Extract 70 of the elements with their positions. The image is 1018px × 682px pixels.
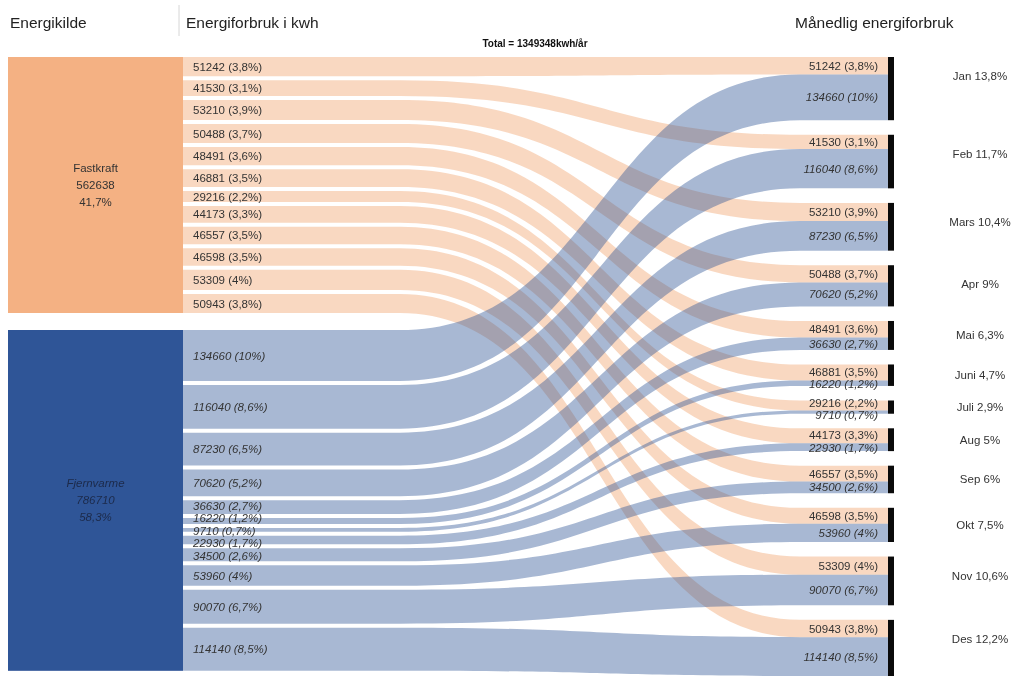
text: Energiforbruk i kwh	[186, 14, 319, 31]
category-label: Mai 6,3%	[956, 329, 1004, 342]
data-label: 53309 (4%)	[818, 559, 879, 572]
category-label: Jan 13,8%	[952, 70, 1008, 83]
text: 50488 (3,7%)	[193, 127, 263, 140]
text: Månedlig energiforbruk	[795, 14, 954, 31]
data-label: 87230 (6,5%)	[808, 229, 879, 242]
data-label: 34500 (2,6%)	[808, 481, 879, 494]
category-label: Feb 11,7%	[952, 147, 1008, 160]
text: 51242 (3,8%)	[193, 60, 263, 73]
text: 562638	[76, 179, 115, 192]
text: 46881 (3,5%)	[193, 172, 263, 185]
data-label: 44173 (3,3%)	[808, 429, 879, 442]
data-label: 46557 (3,5%)	[808, 467, 879, 480]
series-label: Fjernvarme	[66, 477, 125, 490]
text: 44173 (3,3%)	[193, 208, 263, 221]
data-label: 50488 (3,7%)	[808, 267, 879, 280]
category-label: Apr 9%	[961, 278, 999, 291]
text: 29216 (2,2%)	[193, 190, 263, 203]
text: 53960 (4%)	[193, 569, 253, 582]
text: 786710	[76, 494, 116, 507]
text: 134660 (10%)	[193, 349, 266, 362]
text: 41530 (3,1%)	[193, 82, 263, 95]
category-label: Des 12,2%	[951, 632, 1009, 645]
text: 46557 (3,5%)	[193, 229, 263, 242]
text: 41,7%	[79, 196, 112, 209]
text: Total = 1349348kwh/år	[482, 38, 588, 49]
text: 90070 (6,7%)	[193, 600, 263, 613]
text: 34500 (2,6%)	[193, 549, 263, 562]
data-label: 22930 (1,7%)	[807, 441, 879, 454]
category-label: Mars 10,4%	[949, 215, 1011, 228]
data-label: 51242 (3,8%)	[808, 59, 879, 72]
text: 116040 (8,6%)	[193, 400, 268, 413]
category-label: Nov 10,6%	[951, 569, 1009, 582]
text: 114140 (8,5%)	[193, 643, 268, 656]
data-label: 29216 (2,2%)	[808, 396, 879, 409]
text: 48491 (3,6%)	[193, 150, 263, 163]
text: 87230 (6,5%)	[193, 443, 263, 456]
data-label: 48491 (3,6%)	[808, 323, 879, 336]
category-label: Juni 4,7%	[954, 369, 1006, 382]
data-label: 50943 (3,8%)	[808, 622, 879, 635]
text: 46598 (3,5%)	[193, 251, 263, 264]
data-label: 36630 (2,7%)	[808, 337, 879, 350]
data-label: 53960 (4%)	[818, 526, 879, 539]
data-label: 70620 (5,2%)	[808, 288, 879, 301]
data-label: 41530 (3,1%)	[808, 135, 879, 148]
text: 70620 (5,2%)	[193, 476, 263, 489]
data-label: 16220 (1,2%)	[808, 378, 879, 391]
data-label: 134660 (10%)	[805, 91, 879, 104]
category-label: Aug 5%	[959, 433, 1001, 446]
data-label: 116040 (8,6%)	[803, 162, 879, 175]
text: 53210 (3,9%)	[193, 104, 263, 117]
text: 16220 (1,2%)	[193, 512, 263, 525]
data-label: 114140 (8,5%)	[803, 650, 879, 663]
text: 9710 (0,7%)	[193, 524, 256, 537]
text: 53309 (4%)	[193, 273, 253, 286]
data-label: 90070 (6,7%)	[808, 584, 879, 597]
category-label: Okt 7,5%	[956, 518, 1004, 531]
category-label: Juli 2,9%	[956, 401, 1004, 414]
series-label: Fastkraft	[73, 162, 119, 175]
text: Energikilde	[10, 14, 87, 31]
data-label: 46881 (3,5%)	[808, 365, 879, 378]
text: 50943 (3,8%)	[193, 297, 263, 310]
data-label: 46598 (3,5%)	[808, 509, 879, 522]
text: 22930 (1,7%)	[193, 537, 263, 550]
text: 58,3%	[79, 511, 112, 524]
data-label: 9710 (0,7%)	[815, 409, 879, 422]
category-label: Sep 6%	[959, 473, 1001, 486]
data-label: 53210 (3,9%)	[808, 205, 879, 218]
text: 36630 (2,7%)	[193, 499, 263, 512]
